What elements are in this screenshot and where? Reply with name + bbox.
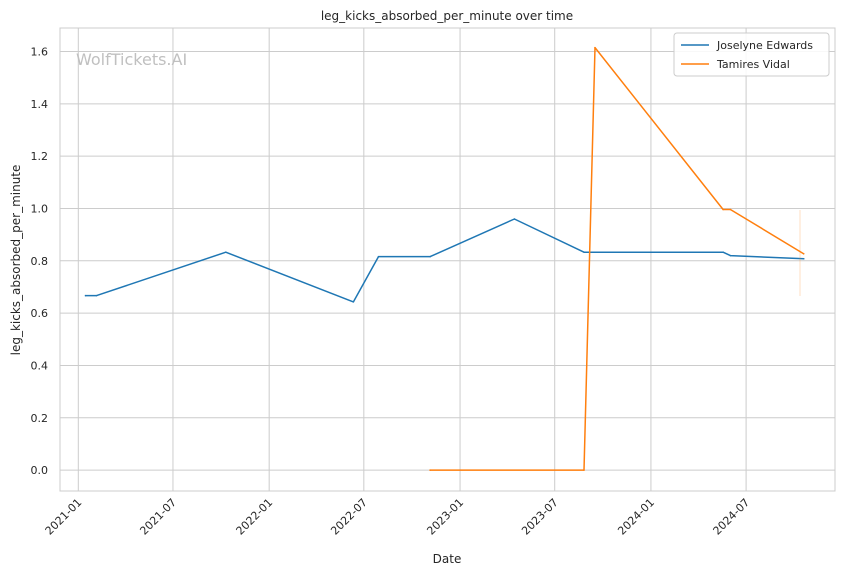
data-point-joselyne-edwards [84,294,87,297]
data-point-tamires-vidal [722,208,724,211]
data-point-tamires-vidal [583,469,585,471]
data-point-joselyne-edwards [583,251,585,253]
y-tick-label: 0.0 [31,464,49,477]
data-point-tamires-vidal [802,252,805,255]
data-point-joselyne-edwards [95,294,98,297]
y-tick-label: 1.6 [31,46,49,59]
x-axis-label: Date [433,552,462,566]
data-point-joselyne-edwards [225,251,227,253]
data-point-joselyne-edwards [722,251,724,253]
data-point-tamires-vidal [594,46,596,49]
y-tick-label: 0.8 [31,255,49,268]
data-point-tamires-vidal [429,469,431,471]
y-axis-ticks: 0.0 0.2 0.4 0.6 0.8 1.0 1.2 1.4 1.6 [31,46,49,478]
data-point-joselyne-edwards [377,255,380,258]
data-point-joselyne-edwards [513,218,516,220]
chart-title: leg_kicks_absorbed_per_minute over time [321,9,573,23]
y-tick-label: 0.6 [31,307,49,320]
legend-label-joselyne-edwards: Joselyne Edwards [716,39,813,52]
y-tick-label: 1.4 [31,98,49,111]
legend-box [673,32,830,77]
data-point-joselyne-edwards [352,301,355,303]
y-axis-label: leg_kicks_absorbed_per_minute [9,165,23,356]
y-tick-label: 0.2 [31,412,49,425]
legend-label-tamires-vidal: Tamires Vidal [716,58,790,71]
data-point-tamires-vidal [729,208,732,211]
series-layer [84,46,805,471]
legend: Joselyne Edwards Tamires Vidal [673,32,830,77]
plot-area-frame [59,27,836,492]
data-point-joselyne-edwards [729,254,732,257]
y-tick-label: 0.4 [31,359,49,372]
grid-lines [60,28,835,491]
y-tick-label: 1.0 [31,202,49,215]
series-line-tamires-vidal [429,46,805,471]
watermark: WolfTickets.AI [76,50,187,69]
data-point-joselyne-edwards [802,257,805,260]
y-tick-label: 1.2 [31,150,49,163]
data-point-joselyne-edwards [429,255,431,258]
